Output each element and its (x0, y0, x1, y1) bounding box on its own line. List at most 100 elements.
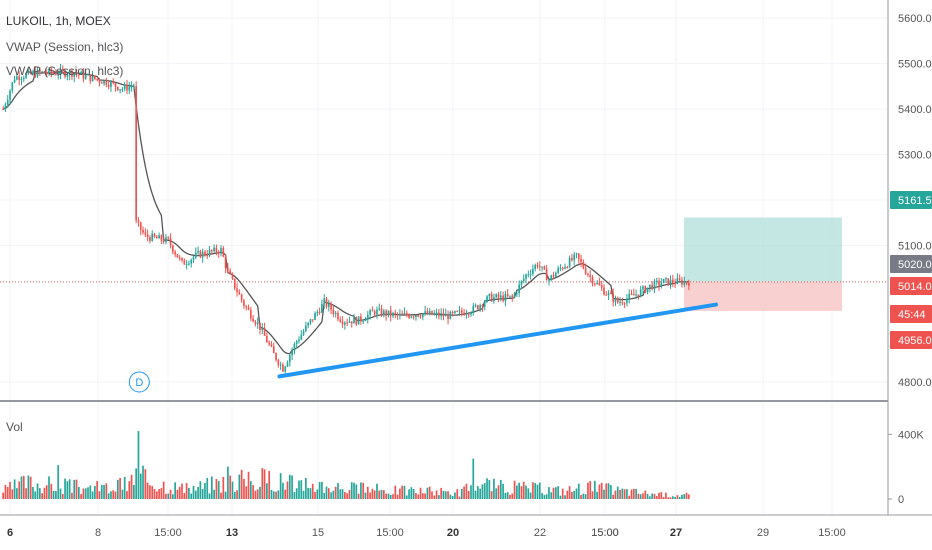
candle-body (98, 79, 101, 83)
candle-body (573, 254, 576, 261)
candle-body (346, 322, 348, 324)
volume-bar (676, 495, 679, 499)
candle-body (506, 294, 509, 297)
volume-bar (158, 489, 160, 499)
volume-bar (378, 490, 381, 499)
candle-body (495, 294, 498, 298)
candle-body (68, 70, 71, 76)
candle-body (20, 79, 23, 81)
volume-bar (174, 482, 176, 499)
candle-body (467, 314, 470, 316)
volume-bar (486, 478, 488, 499)
dividend-marker[interactable]: D (128, 371, 150, 393)
candle-body (119, 89, 121, 91)
volume-bar (366, 486, 369, 499)
volume-bar (470, 485, 472, 499)
volume-bar (151, 486, 154, 499)
volume-bar (580, 495, 582, 499)
candle-body (534, 264, 537, 269)
volume-bar (502, 483, 504, 499)
volume-bar (483, 483, 486, 499)
candle-body (266, 335, 268, 343)
volume-bar (662, 497, 665, 499)
candle-body (348, 321, 351, 323)
volume-bar (119, 477, 121, 499)
volume-bar (598, 484, 601, 499)
volume-bar (266, 483, 268, 499)
volume-bar (678, 496, 681, 499)
trendline-segment[interactable] (277, 302, 718, 379)
price-tag-bg (890, 191, 932, 209)
candle-body (300, 334, 303, 340)
candle-body (456, 311, 459, 313)
volume-bar (630, 489, 633, 499)
volume-bar (71, 492, 73, 499)
candle-body (605, 294, 608, 296)
time-tick-label: 6 (7, 527, 13, 539)
volume-bar (16, 488, 18, 499)
volume-bar (632, 488, 635, 499)
volume-bar (249, 481, 252, 499)
candle-body (405, 312, 408, 316)
candle-body (275, 353, 277, 361)
candle-body (529, 273, 532, 275)
candle-body (584, 268, 587, 274)
volume-bar (126, 491, 128, 499)
candle-body (470, 312, 472, 315)
volume-bar (424, 493, 426, 499)
candle-body (371, 310, 374, 312)
volume-bar (66, 481, 69, 499)
candle-body (493, 297, 495, 302)
candle-body (94, 75, 96, 79)
dividend-badge[interactable] (128, 371, 150, 393)
volume-bar (490, 491, 493, 499)
volume-bar (98, 491, 101, 499)
volume-bar (396, 494, 399, 499)
candle-body (660, 283, 663, 286)
candle-body (479, 305, 482, 309)
volume-bar (263, 469, 266, 499)
candle-body (575, 253, 578, 255)
volume-bar (493, 478, 495, 499)
legend-indicator-1[interactable]: VWAP (Session, hlc3) (6, 40, 123, 54)
volume-bar (229, 475, 232, 499)
candle-body (444, 313, 447, 317)
candle-body (247, 307, 250, 310)
candle-body (263, 327, 266, 336)
candle-body (45, 73, 48, 75)
volume-bar (435, 490, 438, 499)
candle-body (325, 298, 328, 307)
candle-body (394, 312, 397, 314)
volume-bar (261, 468, 264, 499)
candle-body (447, 313, 449, 320)
time-tick-label: 15:00 (154, 527, 182, 539)
volume-bar (504, 492, 507, 499)
volume-bar (566, 490, 569, 499)
candle-body (421, 313, 424, 317)
candle-body (231, 274, 234, 279)
volume-bar (38, 488, 41, 499)
candle-body (142, 230, 144, 233)
candle-body (385, 310, 387, 316)
candle-body (525, 274, 527, 279)
volume-bar (144, 469, 147, 499)
volume-bar (77, 486, 80, 499)
volume-bar (291, 475, 293, 499)
volume-bar (545, 494, 548, 499)
candle-body (658, 280, 660, 286)
volume-bar (309, 488, 312, 499)
candle-body (612, 293, 615, 302)
volume-bar (408, 489, 410, 499)
candle-body (632, 293, 635, 296)
candle-body (635, 294, 637, 296)
volume-bar (45, 485, 48, 499)
volume-bar (438, 495, 440, 499)
volume-bar (59, 488, 62, 499)
legend-symbol[interactable]: LUKOIL, 1h, MOEX (6, 14, 111, 28)
candle-body (174, 251, 176, 255)
trendline[interactable] (277, 302, 718, 379)
candle-body (598, 282, 601, 286)
legend-indicator-2[interactable]: VWAP (Session, hlc3) (6, 64, 123, 78)
volume-bar (582, 493, 585, 499)
